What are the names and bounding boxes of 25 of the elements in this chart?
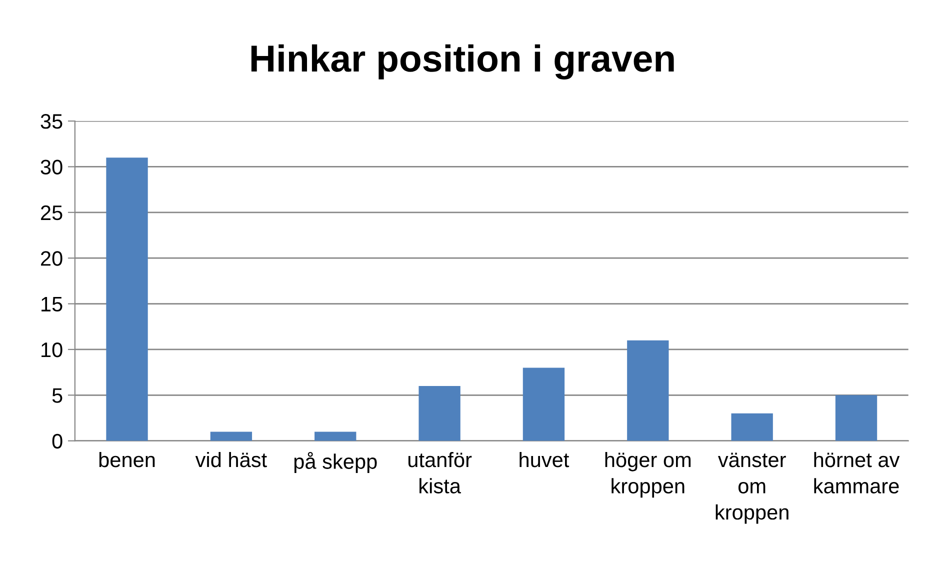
x-tick-label: utanför kista bbox=[408, 452, 472, 494]
x-tick-label: på skepp bbox=[294, 452, 377, 474]
x-tick-label: benen bbox=[99, 452, 155, 468]
bar bbox=[522, 368, 565, 441]
x-tick-label: hörnet av kammare bbox=[814, 452, 900, 494]
bar bbox=[835, 395, 878, 441]
chart-title: Hinkar position i graven bbox=[251, 44, 674, 80]
y-tick-label: 30 bbox=[40, 160, 62, 174]
x-tick-label: vänster om kroppen bbox=[716, 452, 788, 524]
bar bbox=[731, 413, 773, 441]
bar bbox=[418, 386, 460, 441]
y-tick-label: 25 bbox=[40, 205, 62, 220]
bar bbox=[314, 432, 356, 441]
y-tick-label: 15 bbox=[42, 296, 62, 312]
x-tick-label: huvet bbox=[520, 452, 570, 468]
y-tick-label: 10 bbox=[42, 342, 62, 358]
bar bbox=[627, 340, 669, 441]
y-tick-label: 0 bbox=[52, 434, 62, 449]
x-tick-label: vid häst bbox=[195, 452, 267, 468]
y-tick-label: 35 bbox=[40, 114, 62, 129]
y-tick-label: 5 bbox=[52, 388, 62, 403]
bar bbox=[106, 158, 148, 441]
y-tick-label: 20 bbox=[40, 251, 62, 266]
bar bbox=[210, 432, 252, 441]
x-tick-label: höger om kroppen bbox=[605, 452, 691, 498]
